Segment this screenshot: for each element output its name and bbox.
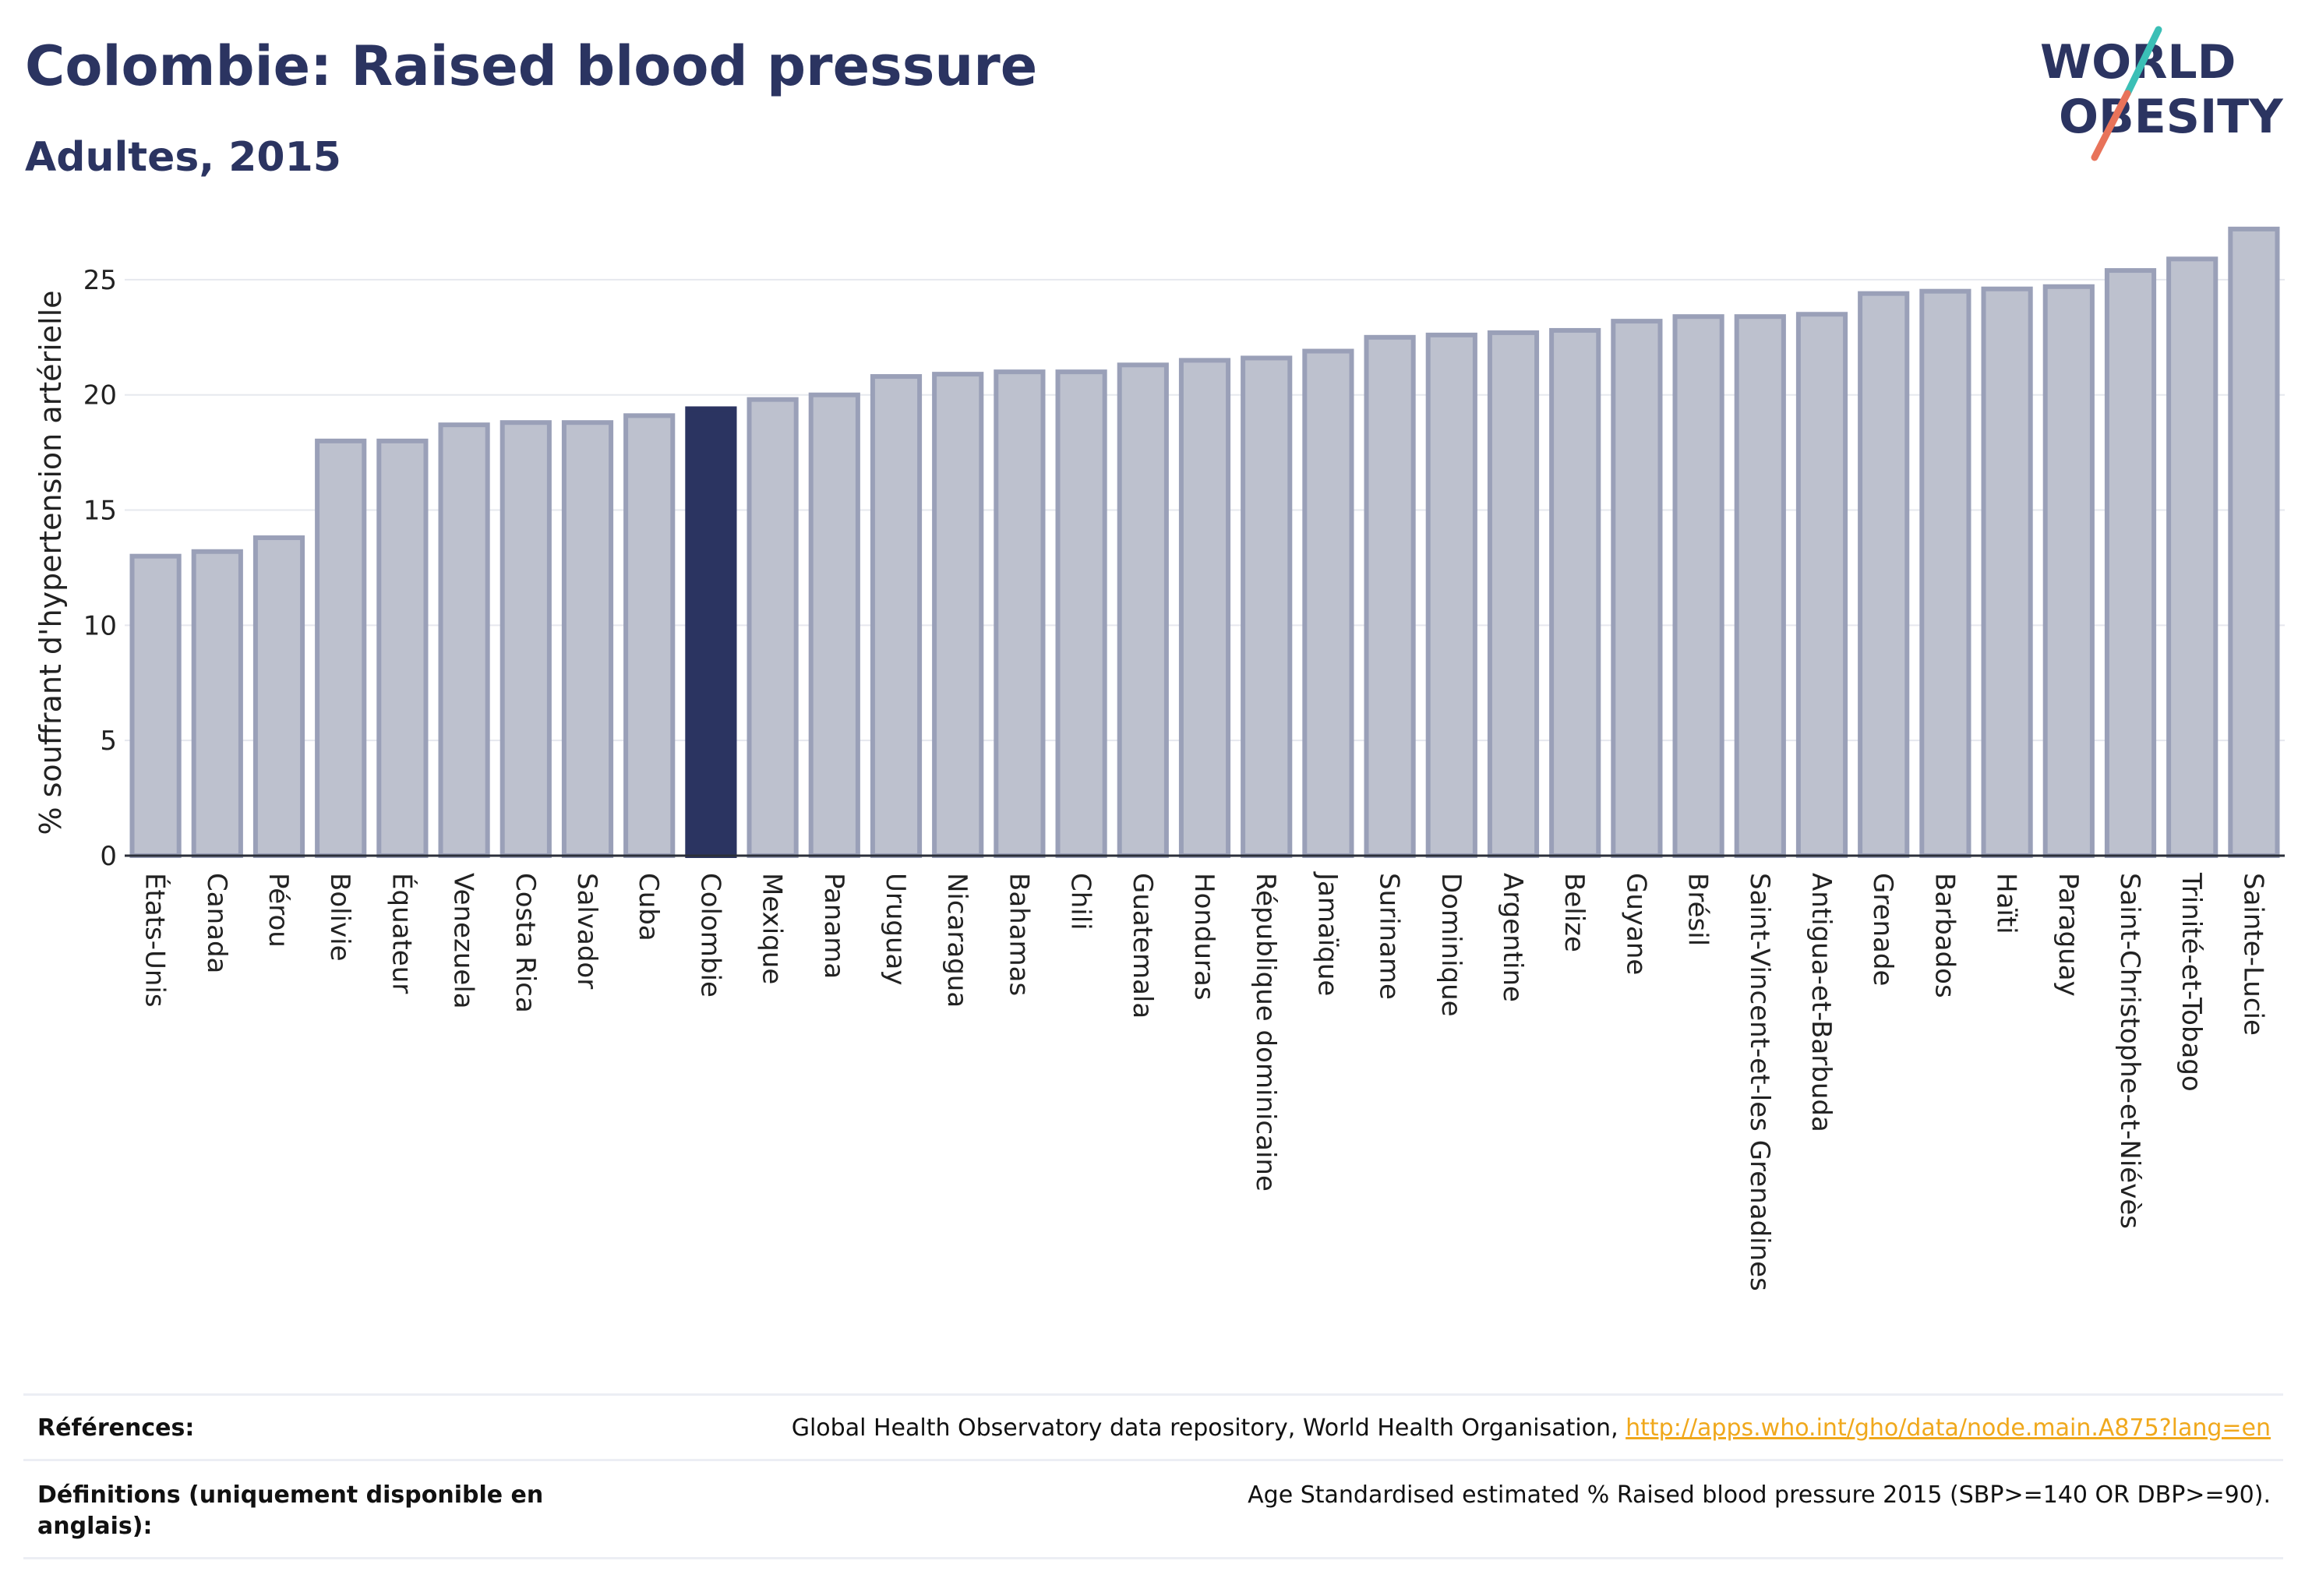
x-tick-label: Bahamas — [1003, 873, 1034, 996]
footer-bottom-rule — [23, 1557, 2283, 1559]
x-tick-label: Panama — [818, 873, 849, 979]
x-tick-label: République dominicaine — [1250, 873, 1281, 1192]
x-tick-label: Guyane — [1620, 873, 1651, 975]
x-tick-label: Grenade — [1867, 873, 1898, 986]
bar-canada — [191, 549, 243, 858]
x-tick-label: Argentine — [1497, 873, 1528, 1002]
bar-trinit-et-tobago — [2166, 256, 2219, 858]
bar-jama-que — [1302, 348, 1354, 859]
bar-sainte-lucie — [2228, 226, 2280, 858]
definitions-label: Définitions (uniquement disponible en an… — [37, 1481, 544, 1540]
x-tick-label: Équateur — [386, 873, 418, 994]
footer-references-row: Références: Global Health Observatory da… — [23, 1393, 2283, 1460]
x-tick-label: Bolivie — [324, 873, 355, 962]
bar-cuba — [623, 413, 676, 858]
world-obesity-logo: WORLD OBESITY — [2040, 26, 2284, 161]
bar-r-publique-dominicaine — [1241, 355, 1293, 858]
logo-slash-coral — [2091, 90, 2131, 161]
y-tick-label: 15 — [83, 496, 117, 527]
y-tick-label: 0 — [100, 841, 117, 872]
references-text: Global Health Observatory data repositor… — [791, 1414, 1626, 1442]
x-tick-label: Costa Rica — [510, 873, 541, 1013]
chart-subtitle: Adultes, 2015 — [25, 134, 341, 181]
x-tick-label: Saint-Christophe-et-Niévès — [2114, 873, 2145, 1229]
y-tick-label: 25 — [83, 265, 117, 296]
y-tick-label: 5 — [100, 726, 117, 757]
bar-nicaragua — [932, 372, 984, 858]
bar-br-sil — [1672, 314, 1724, 858]
logo-slash-teal — [2123, 26, 2162, 97]
x-tick-label: Nicaragua — [941, 873, 972, 1008]
x-tick-label: États-Unis — [139, 873, 171, 1008]
references-link[interactable]: http://apps.who.int/gho/data/node.main.A… — [1626, 1414, 2271, 1442]
bar-venezuela — [438, 422, 490, 858]
x-tick-label: Uruguay — [880, 873, 911, 986]
y-tick-label: 10 — [83, 610, 117, 641]
bar-antigua-et-barbuda — [1795, 312, 1848, 859]
x-tick-label: Barbados — [1929, 873, 1960, 998]
x-tick-label: Pérou — [263, 873, 294, 948]
x-tick-label: Brésil — [1682, 873, 1714, 946]
bar-grenade — [1858, 291, 1910, 858]
bar-colombie — [685, 406, 737, 858]
logo-line-1: WORLD — [2040, 35, 2236, 90]
bar--tats-unis — [129, 553, 182, 858]
definitions-value: Age Standardised estimated % Raised bloo… — [1248, 1481, 2271, 1509]
bar-salvador — [561, 420, 614, 858]
bar-mexique — [747, 397, 799, 858]
bar-saint-vincent-et-les-grenadines — [1734, 314, 1786, 858]
x-tick-label: Canada — [201, 873, 232, 973]
bar-panama — [808, 392, 860, 858]
bar-guyane — [1611, 319, 1663, 858]
x-tick-label: Belize — [1558, 873, 1590, 952]
bar-chart: 0 5 10 15 20 25 États-Unis Canada Pérou Bolivie Éq… — [34, 226, 2285, 1291]
bar-uruguay — [870, 374, 923, 858]
bar-barbados — [1919, 288, 1971, 858]
references-label: Références: — [37, 1414, 195, 1442]
x-tick-label: Antigua-et-Barbuda — [1806, 873, 1837, 1132]
x-tick-label: Colombie — [694, 873, 725, 998]
references-value: Global Health Observatory data repositor… — [792, 1413, 2271, 1444]
x-tick-label: Honduras — [1188, 873, 1220, 1001]
bar-bolivie — [315, 438, 367, 858]
x-tick-label: Haïti — [1991, 873, 2022, 934]
bar-bahamas — [994, 369, 1046, 858]
x-tick-label: Paraguay — [2053, 873, 2084, 997]
x-tick-label: Mexique — [757, 873, 788, 984]
y-axis-title: % souffrant d'hypertension artérielle — [34, 290, 68, 835]
x-tick-label: Jamaïque — [1311, 871, 1343, 996]
x-tick-label: Saint-Vincent-et-les Grenadines — [1744, 873, 1775, 1291]
bar-chili — [1055, 369, 1107, 858]
chart-title: Colombie: Raised blood pressure — [25, 34, 1038, 98]
bar-belize — [1549, 327, 1601, 858]
bar-honduras — [1178, 358, 1231, 858]
x-tick-label: Dominique — [1435, 873, 1467, 1017]
x-tick-label: Venezuela — [448, 873, 479, 1009]
x-tick-label: Suriname — [1374, 873, 1405, 1000]
x-tick-label: Trinité-et-Tobago — [2176, 872, 2207, 1092]
x-tick-label: Chili — [1065, 873, 1096, 930]
bar-argentine — [1487, 330, 1540, 858]
footer-definitions-row: Définitions (uniquement disponible en an… — [23, 1459, 2283, 1558]
x-tick-label: Sainte-Lucie — [2237, 873, 2268, 1036]
bar-p-rou — [252, 535, 305, 858]
bar-saint-christophe-et-ni-v-s — [2104, 268, 2157, 859]
bar-paraguay — [2042, 284, 2095, 858]
y-tick-label: 20 — [83, 380, 117, 411]
x-tick-label: Salvador — [571, 873, 602, 989]
bar-suriname — [1364, 334, 1416, 858]
x-tick-label: Cuba — [633, 873, 664, 941]
x-tick-label: Guatemala — [1127, 873, 1158, 1019]
logo-line-2: OBESITY — [2059, 90, 2284, 144]
bar-guatemala — [1117, 362, 1169, 858]
bar-costa-rica — [499, 420, 552, 858]
axis-layer: 0 5 10 15 20 25 États-Unis Canada Pérou Bolivie Éq… — [83, 265, 2285, 1291]
bar-ha-ti — [1981, 286, 2033, 858]
bars-layer — [129, 226, 2280, 859]
bar-dominique — [1425, 332, 1477, 858]
bar--quateur — [376, 438, 429, 858]
